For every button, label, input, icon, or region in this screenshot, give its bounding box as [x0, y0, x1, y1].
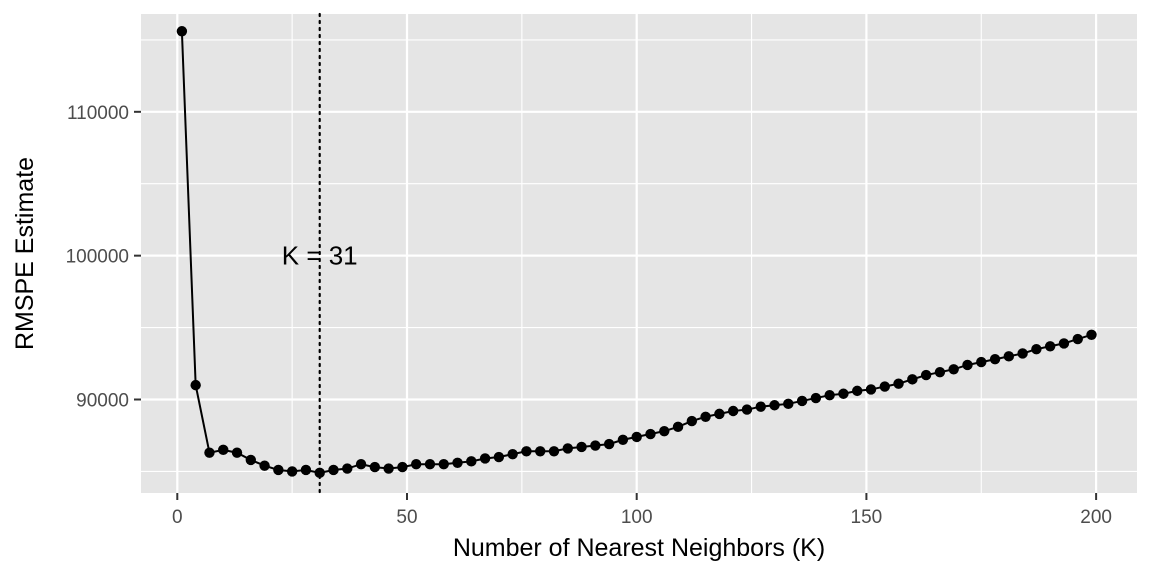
y-axis: 90000 100000 110000 [66, 103, 141, 412]
y-axis-title: RMSPE Estimate [11, 157, 39, 350]
data-point [1017, 348, 1028, 359]
data-point [907, 374, 918, 385]
data-point [562, 443, 573, 454]
data-point [1044, 341, 1056, 352]
data-point [438, 459, 449, 470]
x-tick-label: 150 [851, 507, 883, 528]
data-point [1086, 329, 1097, 340]
data-point [838, 388, 849, 399]
data-point [962, 359, 973, 371]
data-point [342, 463, 353, 474]
annotation-layer: K = 31 [282, 241, 358, 271]
x-axis-title: Number of Nearest Neighbors (K) [453, 534, 825, 562]
data-point [672, 421, 684, 433]
data-point [1058, 338, 1070, 349]
data-point [452, 457, 463, 468]
data-point [645, 428, 656, 440]
data-point [824, 389, 835, 401]
data-point [976, 356, 987, 368]
data-point [286, 466, 298, 477]
data-point [493, 451, 505, 463]
data-point [769, 400, 780, 411]
minor-gridlines [141, 14, 1137, 493]
data-point [369, 461, 381, 473]
series-layer [176, 26, 1097, 479]
x-tick-label: 200 [1080, 507, 1112, 528]
data-point [507, 448, 518, 460]
data-point [741, 404, 753, 415]
data-point [273, 464, 284, 476]
data-point [714, 408, 725, 420]
x-tick-label: 100 [621, 507, 653, 528]
x-tick-label: 0 [172, 507, 183, 528]
optimal-k-label: K = 31 [282, 241, 358, 271]
data-point [1072, 333, 1083, 345]
data-point [410, 459, 422, 470]
data-point [617, 434, 629, 445]
data-point [314, 467, 325, 479]
y-tick-label: 110000 [67, 103, 129, 124]
data-point [218, 444, 229, 456]
data-point [424, 459, 436, 470]
data-point [397, 461, 408, 473]
data-point [548, 446, 560, 457]
data-point [686, 415, 698, 427]
data-point [176, 26, 188, 37]
data-point [796, 395, 808, 407]
y-tick-label: 100000 [66, 247, 129, 268]
x-axis: 0 50 100 150 200 [172, 493, 1112, 528]
data-point [603, 438, 615, 450]
y-tick-label: 90000 [76, 391, 129, 412]
data-point [479, 453, 491, 464]
data-point [521, 446, 532, 457]
data-point [631, 431, 642, 443]
data-point [1003, 351, 1015, 362]
data-point [1031, 343, 1042, 355]
data-point [204, 447, 215, 458]
data-point [948, 364, 959, 375]
data-point [783, 398, 794, 410]
data-point [727, 405, 739, 417]
data-point [810, 392, 822, 404]
data-point [300, 464, 312, 476]
data-point [934, 366, 946, 378]
data-point [893, 378, 904, 389]
data-point [700, 411, 711, 422]
data-point [231, 447, 243, 458]
data-point [852, 385, 863, 397]
data-point [659, 425, 670, 437]
data-point [865, 384, 877, 395]
data-point [466, 456, 477, 467]
data-point [190, 379, 201, 391]
data-point [590, 440, 601, 451]
data-point [259, 460, 270, 471]
data-point [355, 459, 367, 470]
data-point [328, 464, 339, 476]
data-point [245, 454, 256, 466]
major-gridlines [141, 14, 1137, 493]
x-tick-label: 50 [396, 507, 417, 528]
data-point [755, 401, 766, 412]
data-point [989, 354, 1001, 365]
data-point [535, 446, 546, 457]
data-point [879, 381, 890, 392]
data-point [576, 441, 587, 453]
data-point [383, 463, 394, 474]
data-point [920, 369, 932, 381]
plot-panel [141, 14, 1137, 493]
